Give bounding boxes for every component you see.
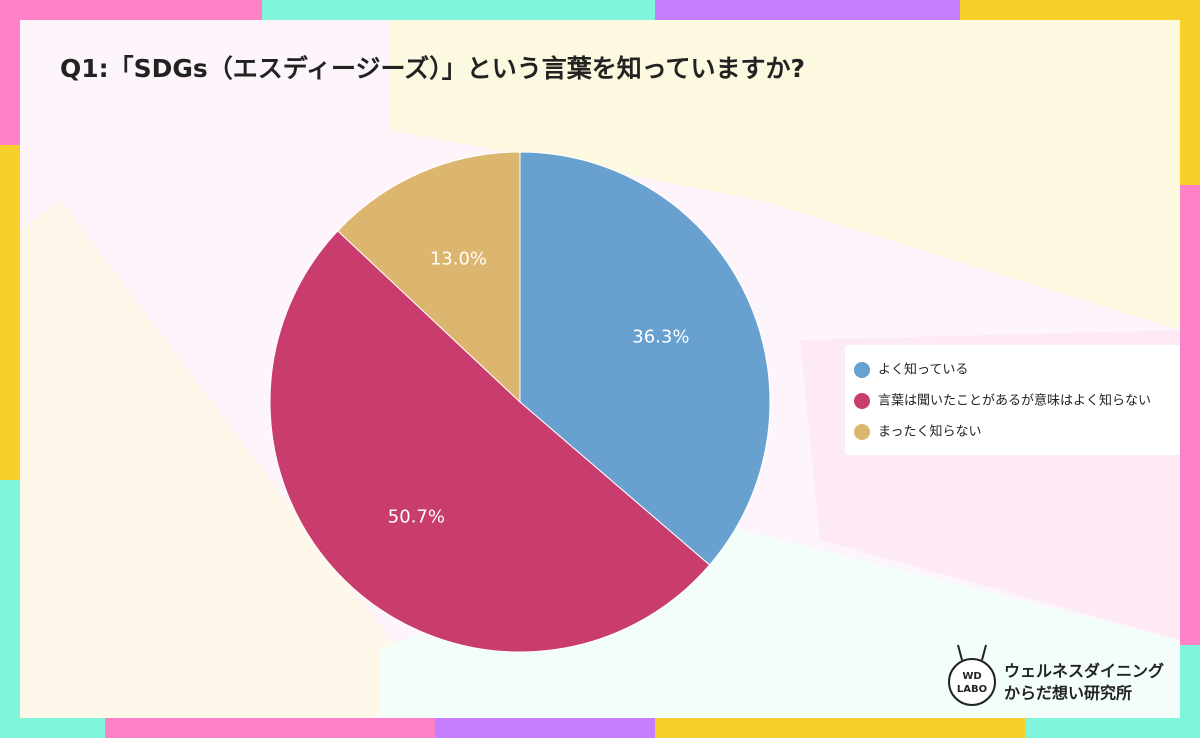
frame: [1025, 718, 1200, 738]
bg-shape: [390, 20, 1180, 330]
frame: [262, 0, 655, 20]
frame: [655, 0, 960, 20]
frame: [1180, 645, 1200, 738]
frame: [0, 718, 105, 738]
frame: [1180, 185, 1200, 645]
frame: [960, 0, 1200, 20]
legend-label: 言葉は聞いたことがあるが意味はよく知らない: [878, 393, 1151, 409]
logo: [948, 658, 996, 706]
frame: [655, 718, 1025, 738]
legend: [845, 345, 1180, 455]
pie-slice: [269, 230, 711, 653]
frame: [1180, 0, 1200, 185]
legend-marker: [854, 362, 870, 378]
pie-slice: [337, 151, 521, 404]
bg-shape: [20, 200, 450, 718]
logo: [981, 644, 987, 661]
brand-name: からだ想い研究所: [1004, 684, 1132, 703]
chart-title: Q1:「SDGs（エスディージーズ）」という言葉を知っていますか?: [60, 54, 805, 83]
data-label: 36.3%: [632, 326, 689, 347]
data-label: 50.7%: [388, 506, 445, 527]
frame: [0, 480, 20, 738]
frame: [105, 718, 435, 738]
brand-name: ウェルネスダイニング: [1004, 662, 1164, 681]
legend-label: まったく知らない: [878, 424, 981, 440]
legend-marker: [854, 393, 870, 409]
legend-label: よく知っている: [878, 362, 968, 378]
frame: [435, 718, 655, 738]
logo: [957, 644, 963, 661]
frame: [0, 145, 20, 480]
pie-slice: [519, 151, 771, 566]
legend-marker: [854, 424, 870, 440]
data-label: 13.0%: [430, 249, 487, 270]
frame: [0, 0, 262, 20]
frame: [0, 0, 20, 145]
logo-text: WD: [962, 671, 981, 682]
logo-text: LABO: [957, 684, 987, 695]
